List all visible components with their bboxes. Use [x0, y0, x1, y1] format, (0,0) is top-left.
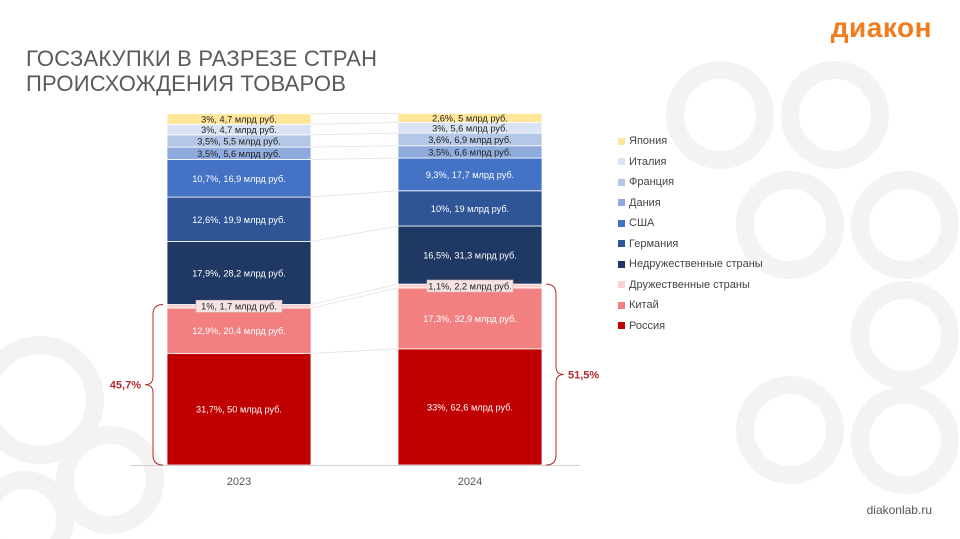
data-label-2024-10: 2,6%, 5 млрд руб.	[432, 113, 508, 123]
legend-swatch	[618, 322, 625, 330]
connector-line	[310, 122, 399, 125]
legend-swatch	[618, 281, 625, 289]
title-line-1: ГОСЗАКУПКИ В РАЗРЕЗЕ СТРАН	[26, 46, 378, 71]
bar-segment-2023-5	[166, 196, 312, 242]
legend-item: Германия	[618, 234, 763, 255]
data-label-2024-9: 3%, 5,6 млрд руб.	[432, 123, 508, 133]
legend-label: Китай	[629, 299, 659, 312]
data-label-2024-8: 3,6%, 6,9 млрд руб.	[428, 135, 511, 145]
connector-line	[310, 283, 399, 305]
connector-line	[310, 348, 399, 354]
x-tick-label-2023: 2023	[227, 476, 251, 488]
connector-line	[310, 132, 399, 136]
legend-item: Китай	[618, 295, 763, 316]
legend-label: Япония	[629, 135, 668, 148]
data-label-2023-9: 3%, 4,7 млрд руб.	[201, 125, 277, 135]
data-label-2023-6: 10,7%, 16,9 млрд руб.	[192, 174, 286, 184]
bar-segment-2023-10	[166, 113, 312, 125]
page-title: ГОСЗАКУПКИ В РАЗРЕЗЕ СТРАН ПРОИСХОЖДЕНИЯ…	[26, 46, 377, 96]
legend-swatch	[618, 178, 625, 186]
title-line-2: ПРОИСХОЖДЕНИЯ ТОВАРОВ	[26, 71, 347, 96]
connector-line	[310, 157, 399, 160]
data-label-2023-1: 31,7%, 50 млрд руб.	[196, 405, 282, 415]
legend-item: Италия	[618, 152, 763, 173]
legend-item: Недружественные страны	[618, 254, 763, 275]
footer-site-link[interactable]: diakonlab.ru	[866, 503, 932, 517]
bar-segment-2023-1	[166, 353, 312, 466]
logo: диакон	[830, 12, 932, 43]
bar-segment-2023-6	[166, 159, 312, 198]
bracket-2023	[144, 303, 164, 466]
bar-segment-2023-2	[166, 307, 312, 354]
bracket-2024	[545, 283, 565, 466]
data-label-2023-5: 12,6%, 19,9 млрд руб.	[192, 215, 286, 225]
legend-item: Россия	[618, 316, 763, 337]
data-label-2024-1: 33%, 62,6 млрд руб.	[427, 402, 513, 412]
data-label-box	[426, 279, 514, 293]
chart-legend: Япония Италия Франция Дания США Германия Недру…	[618, 131, 763, 336]
legend-item: Япония	[618, 131, 763, 152]
data-label-2024-6: 9,3%, 17,7 млрд руб.	[426, 170, 515, 180]
bracket-label-2024: 51,5%	[568, 370, 599, 382]
bar-segment-2024-1	[397, 348, 543, 466]
legend-label: Недружественные страны	[629, 258, 763, 271]
legend-label: Германия	[629, 237, 679, 250]
data-label-2023-8: 3,5%, 5,5 млрд руб.	[197, 136, 280, 146]
legend-item: США	[618, 213, 763, 234]
legend-swatch	[618, 158, 625, 166]
legend-swatch	[618, 240, 625, 248]
data-label-2023-3: 1%, 1,7 млрд руб.	[201, 302, 277, 312]
legend-swatch	[618, 199, 625, 207]
legend-swatch	[618, 219, 625, 227]
data-label-2023-7: 3,5%, 5,6 млрд руб.	[197, 149, 280, 159]
bracket-label-2023: 45,7%	[110, 380, 141, 392]
legend-swatch	[618, 301, 625, 309]
legend-label: Дружественные страны	[629, 278, 750, 291]
data-label-2023-2: 12,9%, 20,4 млрд руб.	[192, 326, 286, 336]
bar-segment-2024-10	[397, 112, 543, 123]
bar-segment-2024-2	[397, 287, 543, 350]
legend-label: Дания	[629, 196, 661, 209]
data-label-2024-4: 16,5%, 31,3 млрд руб.	[423, 251, 517, 261]
data-label-2023-4: 17,9%, 28,2 млрд руб.	[192, 268, 286, 278]
data-label-2024-3: 1,1%, 2,2 млрд руб.	[428, 282, 511, 292]
bar-segment-2023-4	[166, 241, 312, 305]
data-label-2024-5: 10%, 19 млрд руб.	[431, 204, 509, 214]
data-label-2024-7: 3,5%, 6,6 млрд руб.	[428, 147, 511, 157]
legend-label: Россия	[629, 319, 666, 332]
connector-line	[310, 190, 399, 198]
data-label-box	[195, 299, 283, 313]
legend-label: Италия	[629, 155, 667, 168]
legend-item: Дания	[618, 193, 763, 214]
data-label-2023-10: 3%, 4,7 млрд руб.	[201, 114, 277, 124]
legend-swatch	[618, 137, 625, 145]
data-label-2024-2: 17,3%, 32,9 млрд руб.	[423, 314, 517, 324]
connector-line	[310, 145, 399, 148]
legend-swatch	[618, 260, 625, 268]
connector-line	[310, 287, 399, 309]
legend-item: Дружественные страны	[618, 275, 763, 296]
x-tick-label-2024: 2024	[458, 476, 482, 488]
connector-line	[310, 225, 399, 242]
legend-item: Франция	[618, 172, 763, 193]
legend-label: Франция	[629, 176, 675, 189]
legend-label: США	[629, 217, 655, 230]
